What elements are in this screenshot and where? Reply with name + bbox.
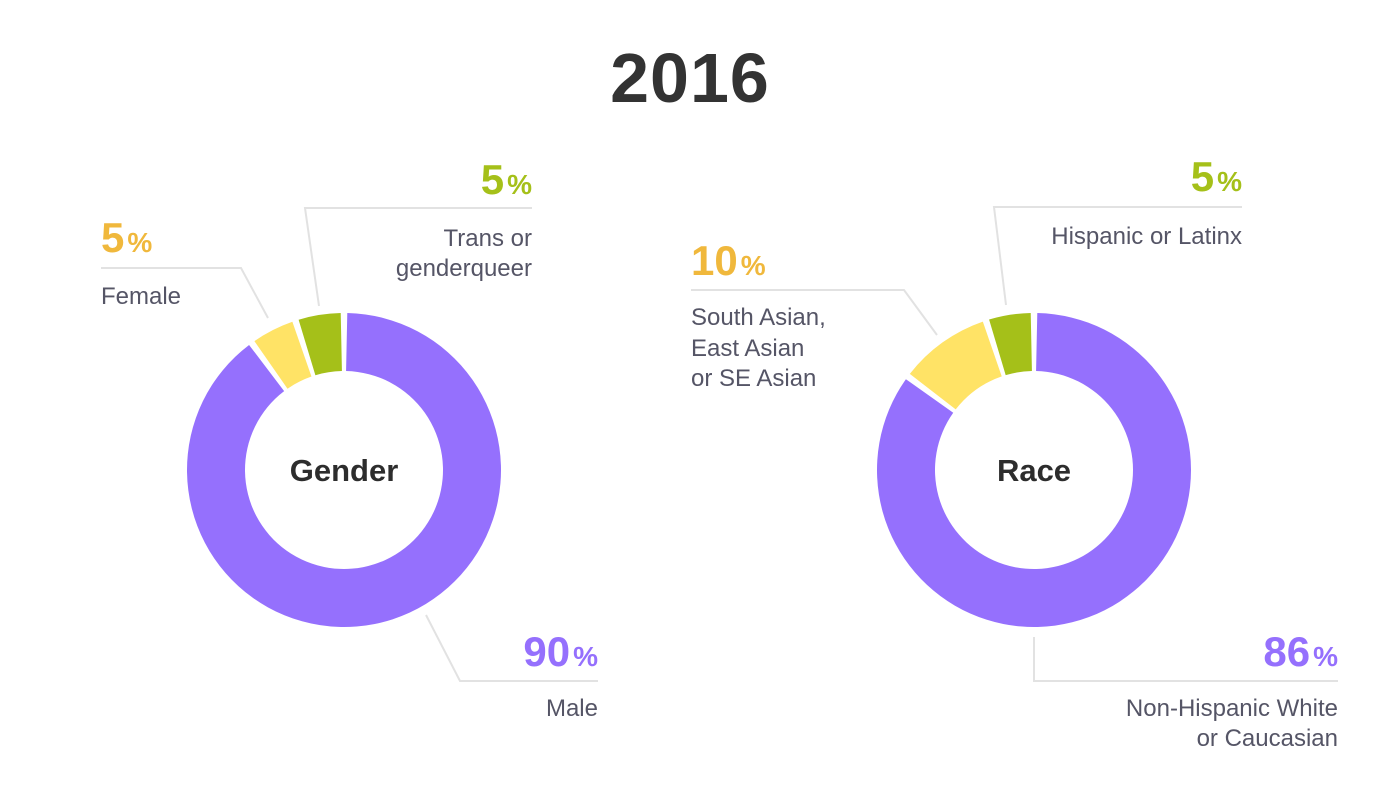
slice-south-asian-east-asian-or-se-asian	[909, 321, 1002, 410]
category-label-south-asian-east-asian-or-se-asian: or SE Asian	[691, 365, 816, 392]
leader-line-trans-or-genderqueer	[303, 207, 532, 307]
slice-trans-or-genderqueer	[298, 313, 342, 376]
category-label-non-hispanic-white-or-caucasian: Non-Hispanic White	[1126, 695, 1338, 722]
percent-label-south-asian-east-asian-or-se-asian: 10%	[691, 237, 766, 284]
donut-chart-race: Race 5 % Hispanic or Latinx 10 % South Asian, E…	[691, 153, 1338, 752]
leader-line-male	[425, 614, 598, 682]
percent-label-female: 5%	[101, 214, 152, 261]
category-label-non-hispanic-white-or-caucasian: or Caucasian	[1197, 725, 1338, 752]
slice-male	[187, 313, 502, 627]
percent-label-non-hispanic-white-or-caucasian: 86%	[1263, 628, 1338, 675]
donut-chart-gender: Gender 5 % Trans or genderqueer 5 % Female 90 % Ma…	[101, 156, 598, 722]
leader-line-female	[101, 267, 269, 319]
percent-label-male: 90%	[523, 628, 598, 675]
category-label-south-asian-east-asian-or-se-asian: South Asian,	[691, 304, 826, 331]
percent-label-hispanic-or-latinx: 5%	[1191, 153, 1242, 200]
page-title: 2016	[610, 39, 770, 117]
category-label-hispanic-or-latinx: Hispanic or Latinx	[1051, 223, 1242, 250]
slice-female	[254, 321, 312, 389]
category-label-trans-or-genderqueer: genderqueer	[396, 255, 532, 282]
center-label: Gender	[290, 453, 399, 488]
slice-non-hispanic-white-or-caucasian	[877, 313, 1191, 627]
category-label-south-asian-east-asian-or-se-asian: East Asian	[691, 335, 804, 362]
leader-line-non-hispanic-white-or-caucasian	[1033, 637, 1338, 682]
category-label-trans-or-genderqueer: Trans or	[444, 225, 532, 252]
percent-label-trans-or-genderqueer: 5%	[481, 156, 532, 203]
slice-hispanic-or-latinx	[989, 313, 1032, 376]
leader-line-hispanic-or-latinx	[992, 206, 1242, 306]
category-label-female: Female	[101, 283, 181, 310]
category-label-male: Male	[546, 695, 598, 722]
leader-line-south-asian-east-asian-or-se-asian	[691, 289, 938, 336]
center-label: Race	[997, 453, 1071, 488]
